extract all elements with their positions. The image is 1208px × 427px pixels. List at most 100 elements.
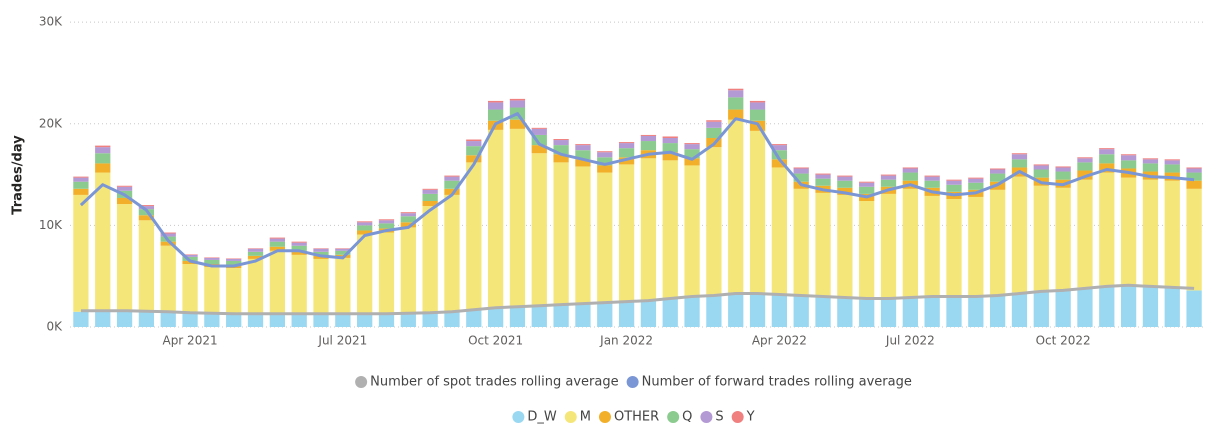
x-tick-label: Oct 2021 [468, 334, 523, 348]
bar-segment [138, 215, 155, 221]
bar-segment [859, 201, 875, 300]
legend-marker [626, 376, 639, 388]
bar-segment [509, 98, 526, 101]
bar-segment [946, 179, 962, 181]
bar-segment [138, 206, 155, 210]
bar-segment [1033, 165, 1049, 170]
legend: Number of spot trades rolling average Num… [355, 375, 912, 390]
bar-segment [204, 257, 220, 258]
bar-segment [291, 245, 307, 251]
bar-segment [793, 167, 809, 169]
bar-segment [1099, 172, 1115, 286]
bar-segment [400, 216, 416, 223]
legend-marker [598, 411, 611, 423]
bar-segment [73, 176, 89, 178]
bar-segment [575, 303, 591, 327]
bar-segment [400, 212, 416, 214]
bar-segment [291, 313, 307, 327]
bar-segment [968, 177, 984, 179]
bar-segment [1142, 163, 1159, 172]
bar-segment [749, 293, 766, 327]
bar-segment [204, 259, 220, 264]
bar-segment [422, 189, 438, 194]
legend-marker [731, 411, 744, 423]
legend-label: D_W [527, 410, 557, 425]
bar-segment [1186, 290, 1202, 327]
bar-segment [662, 160, 678, 298]
bar-segment [95, 153, 111, 164]
legend-label: Number of spot trades rolling average [370, 375, 618, 390]
bar-segment [335, 257, 351, 315]
bar-segment [226, 268, 242, 314]
bar-segment [553, 154, 569, 163]
bar-segment [728, 90, 744, 98]
bar-segment [618, 301, 635, 327]
bar-segment [1099, 163, 1115, 173]
bar-segment [946, 295, 962, 327]
bar-segment [95, 163, 111, 173]
bar-segment [182, 264, 198, 313]
legend: D_W M OTHER Q S Y [512, 410, 755, 425]
bar-segment [728, 292, 744, 327]
bar-segment [1033, 169, 1049, 178]
bar-segment [1055, 171, 1071, 180]
bar-segment [73, 188, 89, 195]
bar-segment [269, 313, 285, 327]
bar-segment [575, 145, 591, 151]
bar-segment [1186, 180, 1202, 189]
bar-segment [335, 250, 351, 255]
bar-segment [357, 222, 373, 226]
bar-segment [597, 151, 613, 153]
bar-segment [1055, 289, 1071, 327]
bar-segment [902, 172, 918, 181]
bar-segment [553, 304, 569, 327]
bar-segment [859, 181, 875, 183]
bar-segment [575, 159, 591, 167]
legend-marker [667, 411, 680, 423]
bar-segment [771, 167, 788, 295]
legend-marker [564, 411, 577, 423]
bar-segment [771, 159, 788, 168]
bar-segment [226, 258, 242, 261]
bar-segment [378, 313, 395, 327]
bar-segment [509, 119, 526, 129]
bar-segment [880, 298, 897, 327]
x-tick-label: Jan 2022 [599, 334, 653, 348]
bar-segment [706, 120, 722, 122]
bar-segment [990, 294, 1006, 327]
bar-segment [1033, 164, 1049, 166]
bar-segment [924, 296, 940, 327]
bar-segment [335, 248, 351, 249]
bar-segment [1164, 287, 1180, 327]
bar-segment [946, 184, 962, 192]
bar-segment [466, 155, 482, 163]
bar-segment [378, 220, 395, 224]
bar-segment [684, 158, 700, 166]
bar-segment [509, 306, 526, 327]
bar-segment [990, 168, 1006, 170]
bar-segment [335, 314, 351, 327]
bar-segment [400, 313, 416, 327]
bar-segment [160, 241, 176, 246]
bar-segment [859, 182, 875, 187]
bar-segment [684, 165, 700, 296]
bar-segment [1033, 185, 1049, 291]
bar-segment [618, 148, 635, 158]
bar-segment [335, 248, 351, 251]
bar-segment [466, 309, 482, 327]
legend-marker [700, 411, 713, 423]
bar-segment [1033, 290, 1049, 327]
bar-segment [1164, 159, 1180, 161]
bar-segment [247, 314, 264, 327]
bar-segment [1120, 155, 1137, 161]
bar-segment [706, 121, 722, 128]
x-tick-label: Apr 2022 [752, 334, 807, 348]
bar-segment [487, 102, 504, 110]
bar-segment [662, 136, 678, 138]
bar-segment [553, 162, 569, 305]
bar-segment [597, 302, 613, 327]
bar-segment [422, 188, 438, 190]
bar-segment [138, 205, 155, 207]
bar-segment [422, 312, 438, 327]
bar-segment [968, 178, 984, 183]
